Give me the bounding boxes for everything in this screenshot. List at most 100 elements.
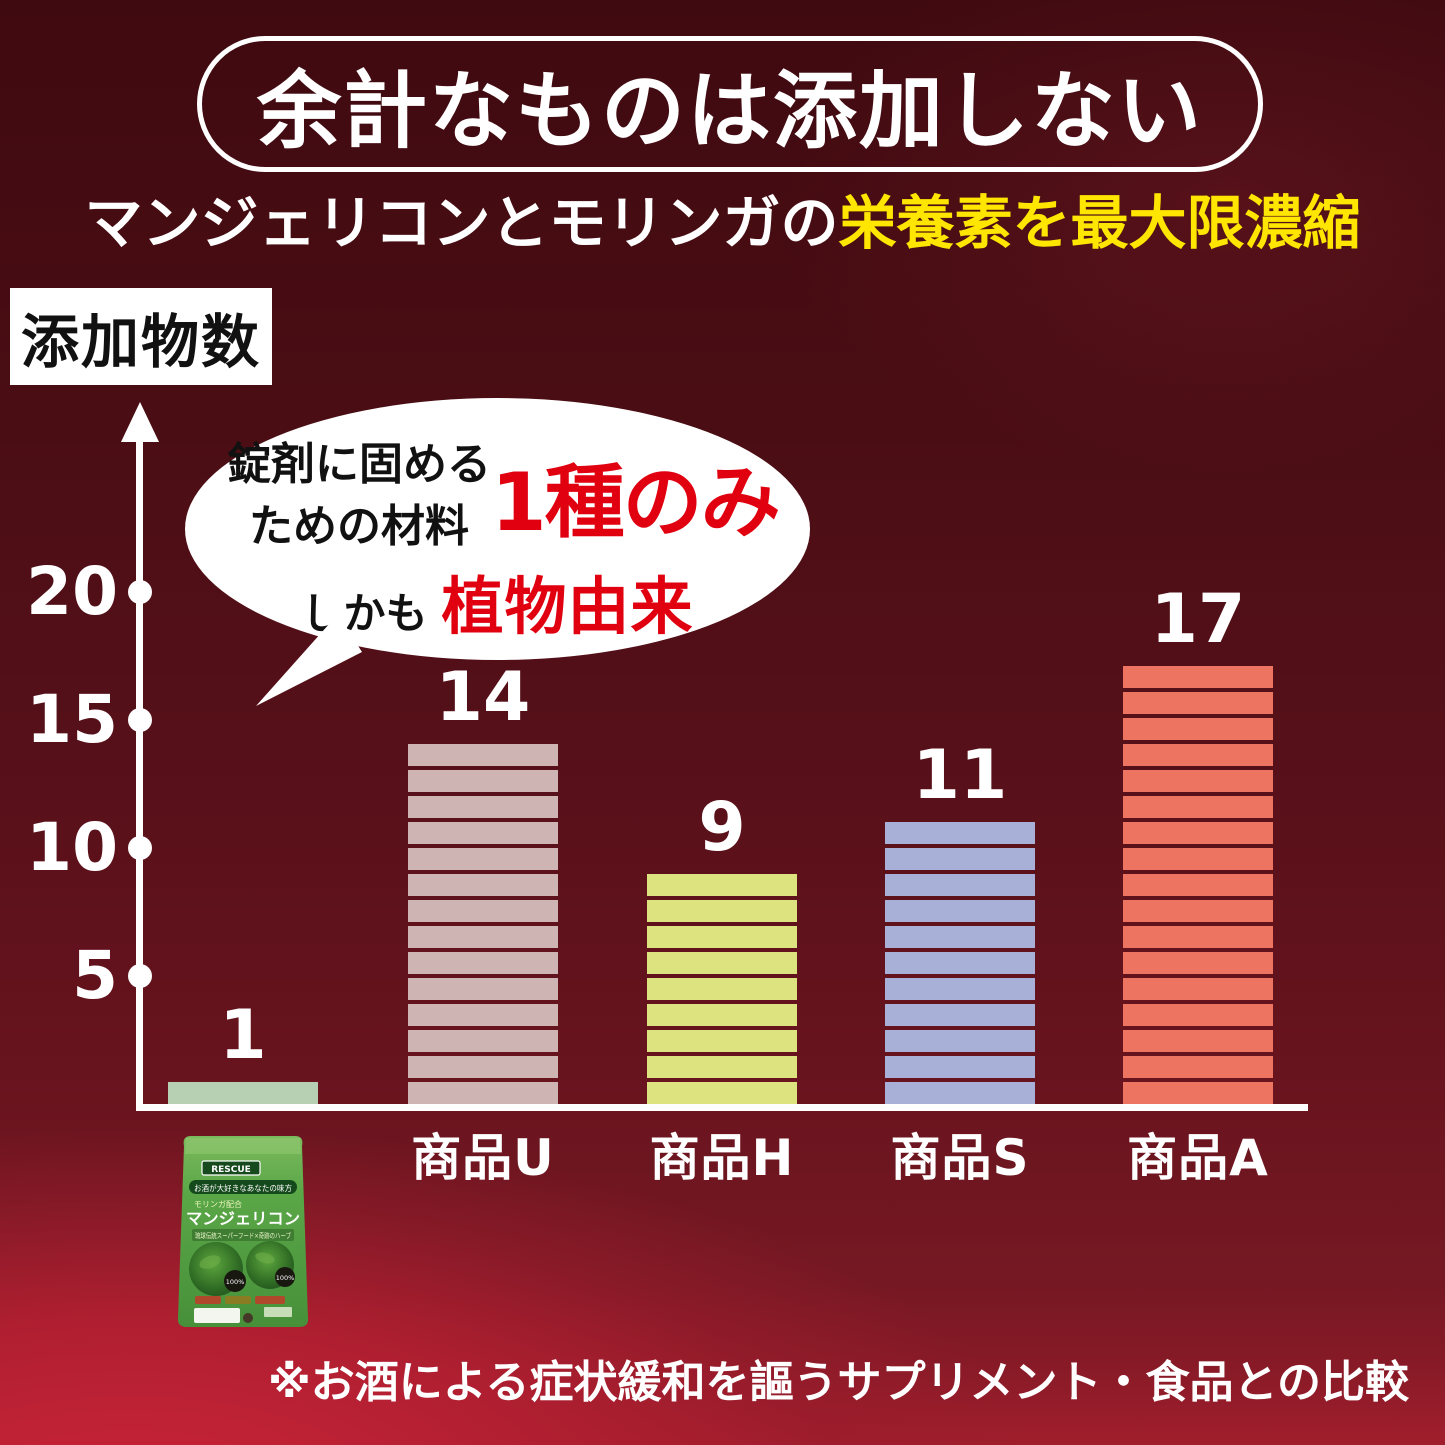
y-tick-dot [128, 836, 152, 860]
y-tick-dot [128, 708, 152, 732]
pouch-band [192, 1229, 294, 1241]
bar-segment [885, 848, 1035, 870]
badge-100-left [224, 1270, 246, 1292]
bar-segment [1123, 744, 1273, 766]
category-label: 商品S [890, 1129, 1030, 1187]
bar-segment [408, 796, 558, 818]
bar-segment [408, 900, 558, 922]
bar-segment [408, 848, 558, 870]
bar-segment [1123, 952, 1273, 974]
bar-segment [647, 874, 797, 896]
bar-segment [408, 1082, 558, 1104]
bar-segment [1123, 692, 1273, 714]
y-tick-label: 20 [26, 553, 118, 630]
x-axis-line [136, 1104, 1308, 1111]
subtitle-plain-text: マンジェリコンとモリンガの [84, 189, 839, 257]
bar-segment [1123, 770, 1273, 792]
bar-segment [1123, 900, 1273, 922]
bar-segment [885, 952, 1035, 974]
bar-segment [1123, 926, 1273, 948]
bar-main-product [168, 1082, 318, 1104]
y-axis-line [136, 438, 143, 1111]
y-axis-label: 添加物数 [20, 307, 261, 376]
bar-segment [647, 1004, 797, 1026]
product-pouch-image: RESCUE お酒が大好きなあなたの味方 モリンガ配合 マンジェリコン 琉球伝統… [177, 1136, 309, 1327]
bar-segment [1123, 666, 1273, 688]
bar-value-label: 14 [435, 658, 531, 737]
bar-segment [647, 900, 797, 922]
title-box: 余計なものは添加しない [197, 36, 1263, 172]
bar-value-label: 17 [1150, 580, 1246, 659]
bar-segment [885, 1030, 1035, 1052]
bar-segment [408, 1030, 558, 1052]
y-tick-dot [128, 964, 152, 988]
y-tick-dot [128, 580, 152, 604]
badge-100-left-text: 100% [226, 1278, 245, 1286]
category-label: 商品U [411, 1129, 555, 1187]
footnote: ※お酒による症状緩和を謳うサプリメント・食品との比較 [267, 1357, 1409, 1408]
bubble-black-text: 錠剤に固める ための材料 [221, 434, 497, 558]
bar-商品A [1123, 666, 1273, 1104]
category-label: 商品A [1127, 1129, 1269, 1187]
bar-segment [408, 952, 558, 974]
category-label: 商品H [649, 1129, 795, 1187]
bar-segment [885, 978, 1035, 1000]
bar-segment [1123, 796, 1273, 818]
bubble-bottom-plain: しかも [301, 589, 428, 638]
leaf-highlight [199, 1255, 221, 1269]
bar-segment [408, 926, 558, 948]
bar-segment [408, 744, 558, 766]
bar-value-label: 9 [698, 788, 746, 867]
pouch-brand-text: RESCUE [211, 1165, 251, 1175]
bar-segment [885, 822, 1035, 844]
pouch-brand-box [201, 1160, 261, 1176]
bubble-red-big-text: 1種のみ [491, 456, 781, 549]
bar-segment [168, 1082, 318, 1104]
bar-segment [408, 874, 558, 896]
bar-segment [1123, 1056, 1273, 1078]
pouch-tag-2 [225, 1296, 251, 1304]
bar-segment [647, 1056, 797, 1078]
bar-segment [1123, 718, 1273, 740]
pouch-name-text: マンジェリコン [186, 1209, 300, 1228]
speech-bubble: 錠剤に固める ための材料 1種のみ しかも 植物由来 [185, 398, 810, 660]
pouch-info-box [194, 1308, 240, 1323]
bubble-line-1: 錠剤に固める [227, 439, 491, 490]
bar-segment [1123, 978, 1273, 1000]
bar-segment [647, 1082, 797, 1104]
pouch-banner-band [189, 1180, 297, 1194]
bar-segment [1123, 1004, 1273, 1026]
speech-bubble-tail [256, 614, 362, 706]
leaf-highlight [255, 1252, 275, 1264]
y-axis-label-box: 添加物数 [10, 288, 272, 385]
bubble-bottom-row: しかも 植物由来 [185, 556, 810, 646]
bar-segment [408, 1004, 558, 1026]
pouch-tag-1 [195, 1296, 221, 1304]
pouch-info-box-right [264, 1307, 292, 1317]
bar-segment [1123, 1030, 1273, 1052]
bar-segment [647, 1030, 797, 1052]
pouch-tablet [243, 1313, 253, 1323]
page-title: 余計なものは添加しない [256, 61, 1203, 160]
bar-segment [647, 952, 797, 974]
bar-segment [408, 822, 558, 844]
y-tick-label: 5 [72, 937, 118, 1014]
badge-100-right-text: 100% [276, 1274, 295, 1282]
bar-segment [885, 1082, 1035, 1104]
bar-segment [408, 1056, 558, 1078]
bar-segment [408, 978, 558, 1000]
bar-segment [1123, 848, 1273, 870]
bar-segment [885, 900, 1035, 922]
bar-segment [1123, 822, 1273, 844]
bar-segment [1123, 1082, 1273, 1104]
subtitle: マンジェリコンとモリンガの栄養素を最大限濃縮 [0, 176, 1445, 260]
pouch-band-text: 琉球伝統スーパーフード×奇跡のハーブ [195, 1231, 291, 1240]
pouch-banner-text: お酒が大好きなあなたの味方 [194, 1183, 292, 1193]
bar-segment [885, 926, 1035, 948]
y-tick-label: 15 [26, 681, 118, 758]
badge-100-right [275, 1267, 295, 1287]
bar-商品H [647, 874, 797, 1104]
pouch-sub-text: モリンガ配合 [194, 1199, 242, 1209]
bar-segment [1123, 874, 1273, 896]
